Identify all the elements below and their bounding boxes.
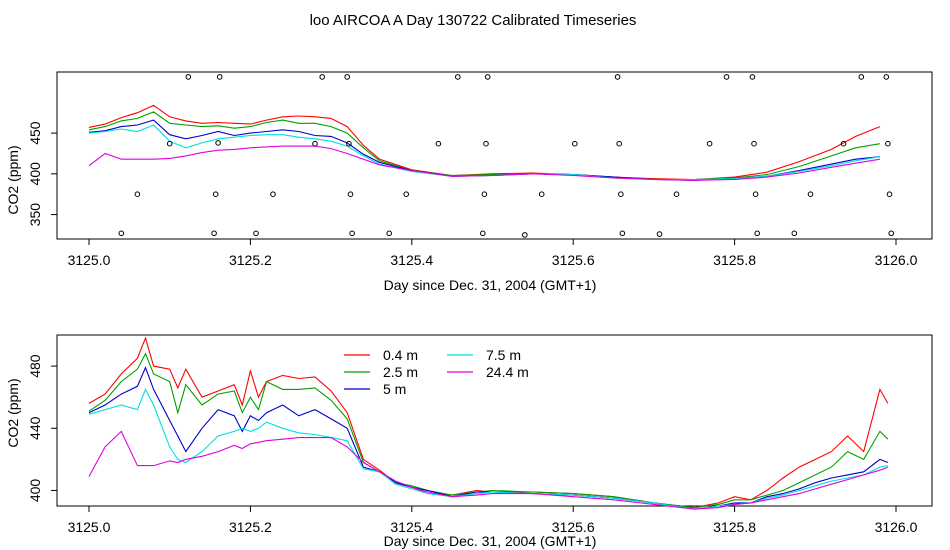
top-y-axis: 350 400 450 xyxy=(27,121,57,226)
top-marker-point xyxy=(752,191,759,197)
top-marker-point xyxy=(614,74,621,80)
top-x-tick-label: 3125.2 xyxy=(229,252,272,268)
top-y-tick-label: 350 xyxy=(27,203,43,227)
bottom-panel: 3125.0 3125.2 3125.4 3125.6 3125.8 3126.0 400… xyxy=(5,334,933,549)
top-marker-point xyxy=(211,230,217,237)
top-marker-point xyxy=(572,140,578,147)
top-marker-point xyxy=(673,191,680,197)
top-x-tick-label: 3125.8 xyxy=(713,252,756,268)
bottom-x-tick-label: 3125.8 xyxy=(713,519,756,535)
bottom-x-tick-label: 3125.4 xyxy=(390,519,433,535)
top-marker-point xyxy=(215,140,221,146)
top-marker-point xyxy=(166,140,173,147)
top-marker-point xyxy=(807,191,814,197)
top-marker-point xyxy=(212,191,219,197)
chart-title: loo AIRCOA A Day 130722 Calibrated Times… xyxy=(310,12,637,29)
bottom-series-line-24-4-mm xyxy=(88,430,889,510)
bottom-x-axis: 3125.0 3125.2 3125.4 3125.6 3125.8 3126.0 xyxy=(68,506,918,535)
top-marker-point xyxy=(312,140,318,147)
bottom-y-axis: 400 440 480 xyxy=(27,354,57,502)
top-series-line-5-mm xyxy=(88,119,880,181)
top-y-tick-label: 400 xyxy=(27,162,43,186)
top-marker-point xyxy=(484,74,491,80)
top-marker-point xyxy=(749,74,756,80)
top-marker-point xyxy=(134,191,141,197)
legend-label: 7.5 m xyxy=(486,347,521,363)
top-plot-frame xyxy=(56,71,933,240)
top-x-tick-label: 3125.4 xyxy=(390,252,433,268)
top-marker-point xyxy=(347,191,354,197)
top-marker-point xyxy=(253,230,259,237)
top-marker-point xyxy=(118,230,125,237)
top-marker-point xyxy=(185,74,192,80)
top-marker-point xyxy=(616,140,623,147)
bottom-y-axis-label: CO2 (ppm) xyxy=(5,378,21,447)
legend: 0.4 m2.5 m5 m 7.5 m24.4 m xyxy=(344,347,529,397)
top-panel: 3125.0 3125.2 3125.4 3125.6 3125.8 3126.0 350… xyxy=(5,71,933,293)
bottom-y-tick-label: 440 xyxy=(27,416,43,440)
top-x-tick-label: 3126.0 xyxy=(875,252,918,268)
bottom-x-axis-label: Day since Dec. 31, 2004 (GMT+1) xyxy=(384,533,597,549)
top-marker-point xyxy=(319,74,326,80)
top-marker-point xyxy=(216,74,223,80)
legend-label: 0.4 m xyxy=(383,347,418,363)
top-marker-point xyxy=(723,74,730,80)
top-marker-point xyxy=(403,191,410,197)
bottom-y-tick-label: 400 xyxy=(27,479,43,503)
top-marker-point xyxy=(754,230,761,237)
top-marker-point xyxy=(618,191,624,197)
bottom-series-line-5-mm xyxy=(88,366,889,510)
top-marker-point xyxy=(270,191,276,197)
top-x-tick-label: 3125.0 xyxy=(68,252,111,268)
top-marker-point xyxy=(883,74,890,80)
top-marker-point xyxy=(522,232,528,238)
legend-label: 24.4 m xyxy=(486,364,529,380)
top-marker-point xyxy=(481,191,488,197)
top-marker-point xyxy=(840,140,847,147)
top-marker-point xyxy=(706,140,713,147)
top-marker-point xyxy=(885,140,891,147)
bottom-x-tick-label: 3125.2 xyxy=(229,519,272,535)
top-marker-point xyxy=(888,230,895,237)
top-x-tick-label: 3125.6 xyxy=(552,252,595,268)
bottom-y-tick-label: 480 xyxy=(27,354,43,378)
top-series-lines xyxy=(88,104,881,181)
bottom-plot-frame xyxy=(56,334,933,507)
top-marker-point xyxy=(455,74,461,80)
top-marker-point xyxy=(791,230,798,237)
top-x-axis-label: Day since Dec. 31, 2004 (GMT+1) xyxy=(384,277,597,293)
top-marker-point xyxy=(538,191,545,197)
top-y-axis-label: CO2 (ppm) xyxy=(5,145,21,214)
legend-label: 2.5 m xyxy=(383,364,418,380)
top-marker-point xyxy=(386,230,393,237)
top-marker-point xyxy=(346,140,352,147)
top-marker-point xyxy=(480,230,486,237)
bottom-series-lines xyxy=(88,336,889,510)
top-marker-point xyxy=(656,231,663,237)
bottom-x-tick-label: 3125.6 xyxy=(552,519,595,535)
top-marker-point xyxy=(858,74,865,80)
top-series-line-7-5-mm xyxy=(88,124,880,181)
legend-label: 5 m xyxy=(383,381,406,397)
top-marker-point xyxy=(751,140,757,147)
top-marker-point xyxy=(483,140,489,147)
top-series-line-24-4-mm xyxy=(88,145,880,181)
top-x-axis: 3125.0 3125.2 3125.4 3125.6 3125.8 3126.0 xyxy=(68,239,918,268)
top-marker-point xyxy=(349,230,355,237)
top-marker-point xyxy=(619,230,626,237)
top-marker-point xyxy=(435,140,442,147)
top-marker-point xyxy=(886,191,893,197)
top-y-tick-label: 450 xyxy=(27,121,43,145)
bottom-x-tick-label: 3126.0 xyxy=(875,519,918,535)
bottom-x-tick-label: 3125.0 xyxy=(68,519,111,535)
top-markers xyxy=(118,74,895,238)
top-marker-point xyxy=(344,74,351,80)
